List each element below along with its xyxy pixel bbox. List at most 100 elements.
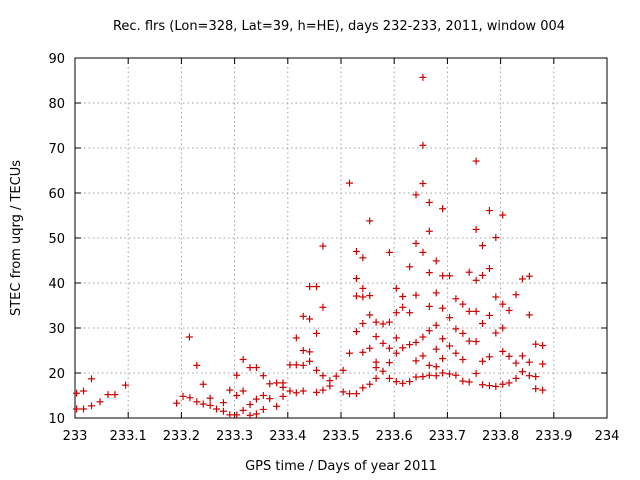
data-point — [286, 387, 294, 395]
data-point — [279, 383, 287, 391]
data-point — [465, 307, 473, 315]
data-point — [359, 384, 367, 392]
data-point — [465, 337, 473, 345]
data-point — [292, 334, 300, 342]
data-point — [279, 392, 287, 400]
data-point — [319, 386, 327, 394]
data-point — [299, 387, 307, 395]
data-point — [439, 272, 447, 280]
data-point — [419, 73, 427, 81]
data-point — [425, 302, 433, 310]
x-tick-label: 233.8 — [482, 429, 519, 444]
data-point — [339, 388, 347, 396]
data-point — [306, 357, 314, 365]
data-point — [346, 390, 354, 398]
data-point — [266, 380, 274, 388]
data-point — [273, 402, 281, 410]
data-point — [286, 361, 294, 369]
data-point — [485, 207, 493, 215]
data-point — [179, 392, 187, 400]
data-point — [313, 388, 321, 396]
data-point — [459, 300, 467, 308]
data-point — [419, 373, 427, 381]
data-point — [452, 325, 460, 333]
data-point — [399, 303, 407, 311]
data-point — [366, 292, 374, 300]
data-point — [539, 342, 547, 350]
y-tick-label: 70 — [48, 142, 65, 157]
x-tick-label: 233.7 — [429, 429, 466, 444]
x-tick-label: 233.3 — [216, 429, 253, 444]
data-point — [273, 379, 281, 387]
data-point — [439, 304, 447, 312]
data-point — [392, 284, 400, 292]
data-point — [399, 379, 407, 387]
data-point — [352, 275, 360, 282]
data-point — [452, 295, 460, 303]
data-point — [485, 311, 493, 319]
data-point — [199, 400, 207, 408]
data-point — [385, 359, 393, 367]
data-point — [425, 327, 433, 335]
data-point — [425, 361, 433, 369]
data-point — [399, 293, 407, 300]
data-point — [339, 366, 347, 374]
data-point — [352, 248, 360, 255]
data-point — [359, 320, 367, 327]
data-point — [299, 347, 307, 354]
data-point — [432, 321, 440, 329]
data-point — [465, 378, 473, 386]
data-point — [392, 349, 400, 357]
data-point — [299, 361, 307, 369]
data-point — [512, 359, 520, 367]
data-point — [406, 378, 414, 386]
data-point — [352, 390, 360, 398]
data-point — [213, 405, 221, 413]
data-point — [406, 341, 414, 349]
data-point — [452, 349, 460, 357]
x-tick-label: 233.1 — [110, 429, 147, 444]
data-point — [246, 364, 254, 372]
x-tick-label: 233.6 — [376, 429, 413, 444]
data-point — [359, 284, 367, 292]
data-point — [319, 242, 327, 250]
data-point — [219, 399, 227, 407]
data-point — [206, 394, 214, 402]
data-point — [226, 411, 234, 419]
data-point — [372, 374, 380, 382]
y-tick-labels: 10 20 30 40 50 60 70 80 90 — [48, 52, 65, 427]
data-point — [512, 291, 520, 299]
data-point — [239, 387, 247, 395]
data-point — [206, 401, 214, 409]
data-point — [412, 373, 420, 381]
data-points — [73, 73, 547, 419]
data-point — [518, 368, 526, 376]
data-point — [479, 242, 487, 250]
x-tick-label: 233 — [63, 429, 88, 444]
data-point — [485, 265, 493, 273]
data-point — [479, 357, 487, 365]
data-point — [252, 410, 260, 418]
data-point — [299, 312, 307, 320]
data-point — [372, 364, 380, 372]
axis-ticks — [74, 57, 608, 419]
data-point — [459, 329, 467, 337]
data-point — [306, 283, 314, 291]
data-point — [532, 385, 540, 393]
data-point — [525, 311, 533, 319]
data-point — [452, 371, 460, 379]
data-point — [432, 257, 440, 265]
data-point — [366, 217, 374, 225]
data-point — [492, 234, 500, 242]
data-point — [446, 314, 454, 322]
data-point — [219, 407, 227, 415]
data-point — [532, 373, 540, 381]
data-point — [432, 289, 440, 297]
data-point — [539, 386, 547, 394]
data-point — [479, 271, 487, 279]
data-point — [372, 333, 380, 341]
data-point — [499, 300, 507, 308]
data-point — [385, 374, 393, 382]
chart-title: Rec. flrs (Lon=328, Lat=39, h=HE), days … — [113, 19, 565, 34]
